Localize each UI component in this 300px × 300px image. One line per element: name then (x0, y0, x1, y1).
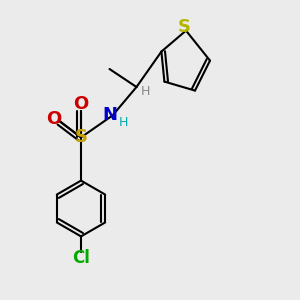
Text: S: S (74, 128, 88, 146)
Text: Cl: Cl (72, 249, 90, 267)
Text: N: N (103, 106, 118, 124)
Text: O: O (46, 110, 61, 128)
Text: O: O (74, 95, 88, 113)
Text: S: S (178, 18, 191, 36)
Text: H: H (141, 85, 150, 98)
Text: H: H (119, 116, 129, 129)
